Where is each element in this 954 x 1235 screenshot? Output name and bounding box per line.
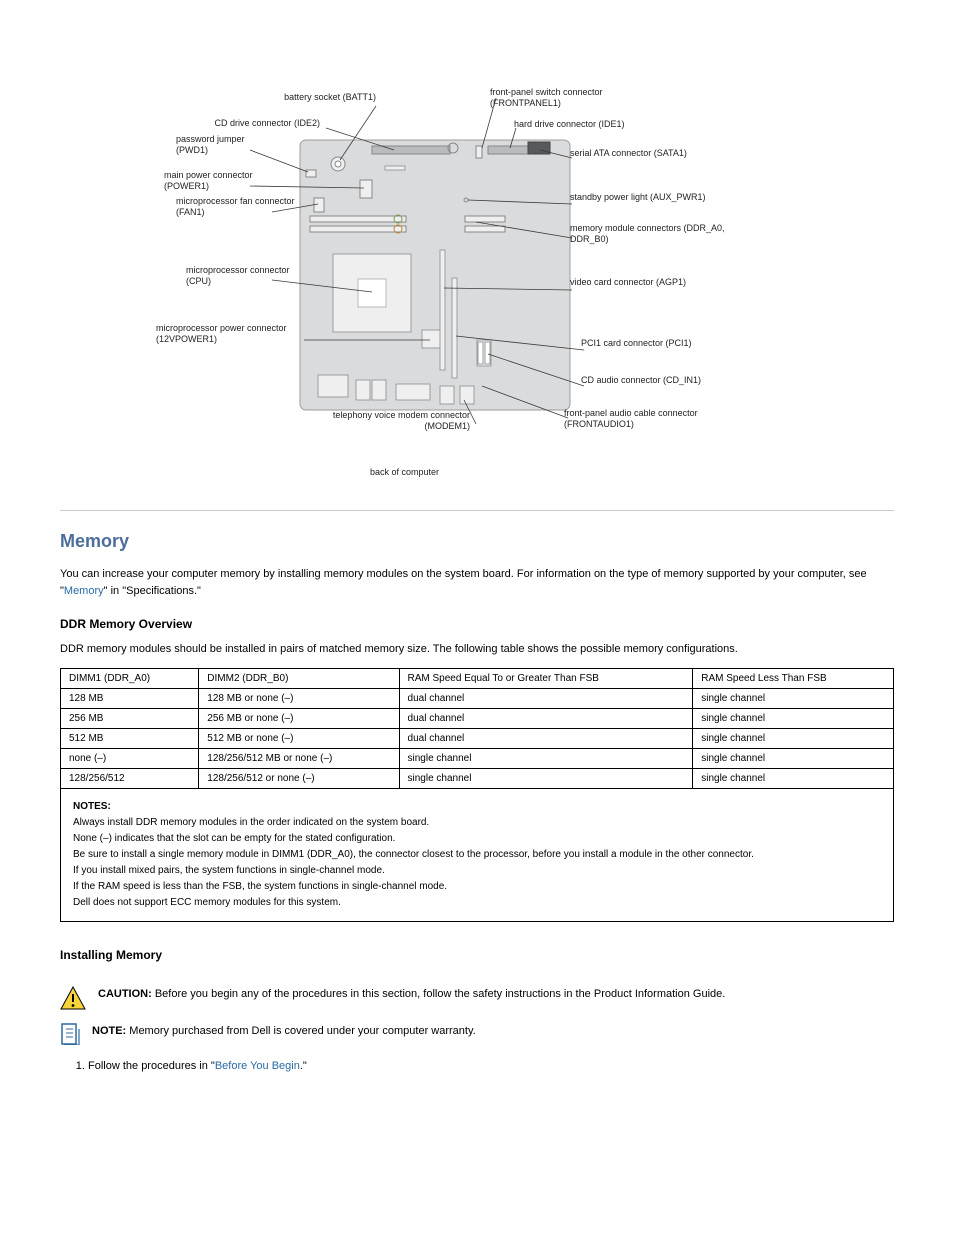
memory-title: Memory [60,531,894,552]
label-pwd1: password jumper (PWD1) [176,134,266,156]
table-row: none (–)128/256/512 MB or none (–)single… [61,748,894,768]
table-header: DIMM1 (DDR_A0) [61,668,199,688]
caution-text: Before you begin any of the procedures i… [155,988,726,1000]
memory-link[interactable]: Memory [64,585,104,597]
memory-table: DIMM1 (DDR_A0) DIMM2 (DDR_B0) RAM Speed … [60,668,894,922]
divider [60,510,894,511]
caution-icon [60,986,86,1013]
label-ide2: CD drive connector (IDE2) [180,118,320,129]
note-icon [60,1023,80,1048]
label-sata1: serial ATA connector (SATA1) [570,148,710,159]
note-text: Memory purchased from Dell is covered un… [129,1025,475,1037]
label-modem: telephony voice modem connector (MODEM1) [330,410,470,432]
label-agp1: video card connector (AGP1) [570,277,720,288]
label-frontaudio: front-panel audio cable connector (FRONT… [564,408,744,430]
label-ide1: hard drive connector (IDE1) [514,119,694,130]
before-you-begin-link[interactable]: Before You Begin [215,1060,300,1072]
install-title: Installing Memory [60,948,894,962]
overview-text: DDR memory modules should be installed i… [60,641,894,658]
step-item: Follow the procedures in "Before You Beg… [88,1058,894,1076]
label-cdin: CD audio connector (CD_IN1) [581,375,731,386]
label-12vpower: microprocessor power connector (12VPOWER… [156,323,306,345]
table-notes: NOTES: Always install DDR memory modules… [61,788,894,921]
label-frontpanel: front-panel switch connector (FRONTPANEL… [490,87,670,109]
table-row: 128 MB128 MB or none (–)dual channelsing… [61,688,894,708]
caution-label: CAUTION: [98,988,155,1000]
memory-intro: You can increase your computer memory by… [60,566,894,599]
caution-block: CAUTION: Before you begin any of the pro… [60,986,894,1013]
label-ddr: memory module connectors (DDR_A0, DDR_B0… [570,223,740,245]
label-battery: battery socket (BATT1) [256,92,376,103]
table-header-row: DIMM1 (DDR_A0) DIMM2 (DDR_B0) RAM Speed … [61,668,894,688]
label-cpu: microprocessor connector (CPU) [186,265,306,287]
label-auxpwr: standby power light (AUX_PWR1) [570,192,720,203]
note-block: NOTE: Memory purchased from Dell is cove… [60,1023,894,1048]
table-header: RAM Speed Less Than FSB [693,668,894,688]
label-pci1: PCI1 card connector (PCI1) [581,338,731,349]
label-fan1: microprocessor fan connector (FAN1) [176,196,296,218]
board-diagram: battery socket (BATT1) CD drive connecto… [60,40,894,480]
table-header: DIMM2 (DDR_B0) [199,668,399,688]
overview-head: DDR Memory Overview [60,617,894,631]
table-row: 256 MB256 MB or none (–)dual channelsing… [61,708,894,728]
label-power1: main power connector (POWER1) [164,170,284,192]
label-back: back of computer [370,467,439,477]
note-label: NOTE: [92,1025,129,1037]
table-notes-row: NOTES: Always install DDR memory modules… [61,788,894,921]
table-header: RAM Speed Equal To or Greater Than FSB [399,668,693,688]
install-steps: Follow the procedures in "Before You Beg… [88,1058,894,1076]
table-row: 512 MB512 MB or none (–)dual channelsing… [61,728,894,748]
table-row: 128/256/512128/256/512 or none (–)single… [61,768,894,788]
